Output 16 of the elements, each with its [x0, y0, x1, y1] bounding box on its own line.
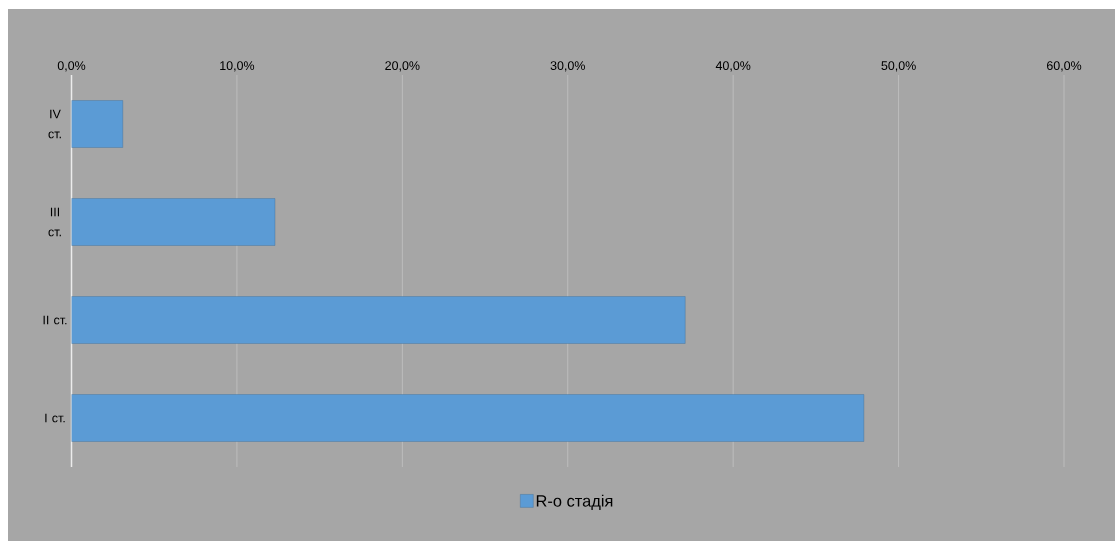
bar [71, 100, 123, 148]
x-tick-label: 20,0% [385, 61, 420, 72]
x-tick-label: 60,0% [1046, 61, 1082, 72]
y-tick-label: II ст. [43, 315, 67, 325]
y-tick-label: IV ст. [48, 109, 61, 139]
legend-label: R-о стадія [536, 494, 613, 510]
x-tick-label: 10,0% [220, 61, 255, 72]
y-tick-label: III ст. [48, 207, 61, 237]
bar [71, 394, 865, 442]
bar [71, 198, 276, 246]
bar [71, 296, 686, 344]
x-tick-label: 50,0% [881, 61, 916, 72]
x-tick-label: 40,0% [715, 61, 751, 72]
x-tick-label: 0,0% [57, 61, 86, 72]
x-tick-label: 30,0% [550, 61, 585, 72]
y-tick-label: I ст. [45, 413, 65, 423]
